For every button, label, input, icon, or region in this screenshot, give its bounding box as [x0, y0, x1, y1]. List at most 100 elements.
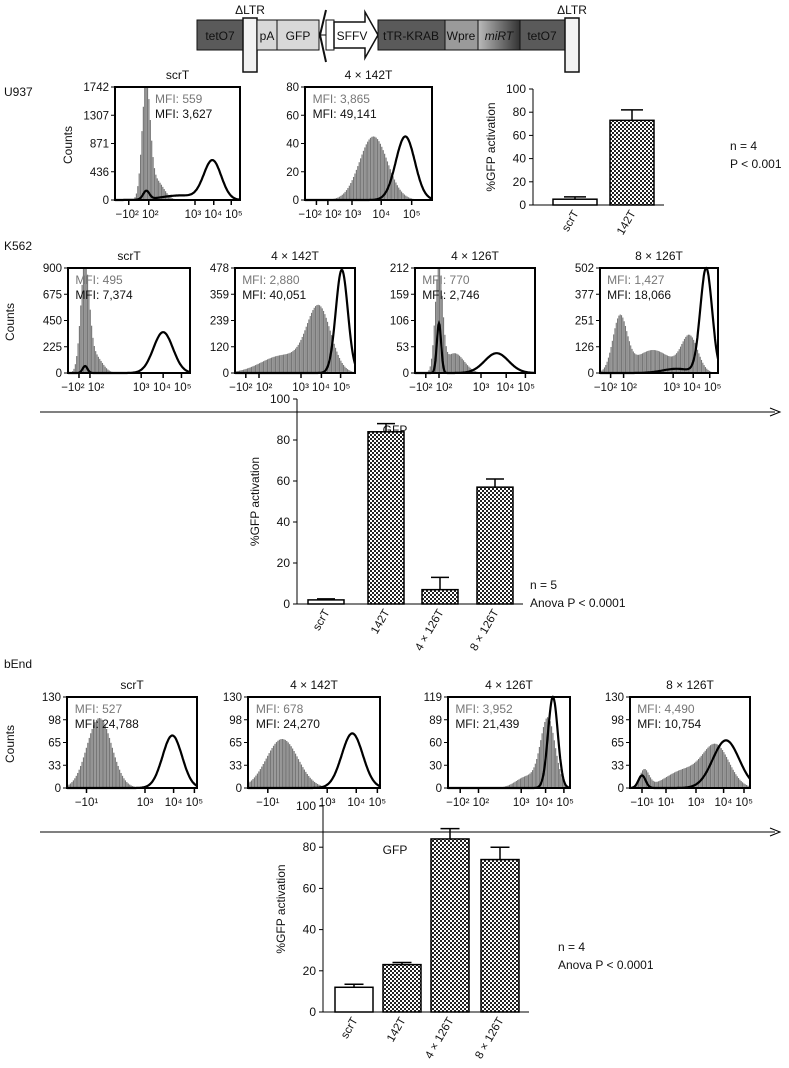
gray-histogram-bar [408, 197, 410, 200]
gray-histogram-bar [306, 774, 308, 788]
y-tick-label: 106 [390, 316, 409, 328]
gray-histogram-bar [272, 745, 275, 788]
x-tick-label: 10⁴ [683, 382, 701, 394]
gray-histogram-bar [674, 772, 676, 788]
y-tick-label: 1742 [83, 82, 109, 94]
vector-construct-diagram: tetO7 ΔLTR pA GFP SFFV tTR-KRAB Wpre miR… [196, 3, 587, 73]
gray-histogram-bar [119, 769, 121, 788]
y-tick-label: 0 [293, 195, 299, 207]
y-tick-label: 20 [513, 175, 527, 189]
gray-histogram-bar [91, 325, 93, 373]
gray-histogram-bar [402, 193, 404, 200]
gray-histogram-bar [651, 350, 653, 373]
y-tick-label: 900 [43, 263, 62, 275]
gray-histogram-bar [315, 783, 317, 788]
y-tick-label: 60 [277, 474, 291, 488]
gray-histogram-bar [667, 776, 669, 788]
x-category-label: 8 × 126T [473, 1016, 506, 1062]
gray-histogram-bar [293, 349, 295, 373]
gray-histogram-bar [245, 368, 247, 373]
gray-histogram-bar [319, 305, 321, 373]
gray-histogram-bar [253, 777, 256, 788]
gray-histogram-bar [668, 775, 670, 788]
GFP-label: GFP [286, 29, 311, 43]
gray-histogram-bar [328, 326, 330, 373]
gray-histogram-bar [692, 763, 694, 788]
gray-histogram-bar [648, 350, 650, 373]
gray-histogram-bar [120, 772, 122, 788]
gray-histogram-bar [84, 752, 86, 788]
gray-histogram-bar [116, 761, 118, 788]
gray-histogram-bar [300, 764, 303, 788]
gray-histogram-bar [468, 366, 470, 373]
gray-histogram-bar [706, 368, 708, 373]
gray-histogram-bar [689, 334, 691, 373]
gray-histogram-bar [283, 739, 285, 788]
row-label-U937: U937 [4, 85, 33, 99]
gray-histogram-bar [683, 768, 685, 788]
gray-histogram-bar [606, 361, 608, 373]
gray-histogram-bar [644, 352, 646, 373]
gray-histogram-bar [428, 370, 430, 373]
gray-histogram-bar [635, 354, 637, 373]
gray-histogram-bar [97, 356, 99, 373]
gray-histogram-bar [628, 341, 630, 373]
gray-histogram-bar [281, 354, 283, 373]
gray-histogram-bar [256, 773, 259, 788]
gray-histogram-bar [104, 725, 106, 788]
gray-histogram-bar [271, 357, 273, 373]
x-tick-label: 10² [620, 382, 637, 394]
gray-histogram-bar [607, 357, 609, 373]
gray-histogram-bar [156, 178, 158, 200]
gray-histogram-bar [170, 197, 172, 200]
gray-histogram-bar [695, 346, 697, 373]
GFP-block [276, 19, 320, 51]
x-category-label: 142T [385, 1016, 409, 1045]
y-tick-label: 0 [618, 783, 624, 795]
gray-histogram-bar [619, 314, 621, 373]
bar-142T [609, 119, 655, 206]
gray-histogram-bar [152, 157, 154, 200]
gray-histogram-bar [668, 356, 670, 373]
gray-histogram-bar [91, 729, 93, 788]
y-tick-label: 33 [611, 760, 624, 772]
gray-histogram-bar [85, 268, 87, 373]
gray-histogram-bar [744, 784, 746, 788]
y-tick-label: 65 [48, 738, 61, 750]
gray-histogram-bar [108, 370, 110, 373]
gray-histogram-bar [340, 195, 342, 200]
histogram-title: scrT [120, 678, 144, 692]
gray-histogram-bar [309, 316, 311, 373]
gray-histogram-bar [303, 769, 305, 788]
gray-histogram-bar [654, 781, 656, 788]
gray-histogram-bar [316, 783, 319, 788]
gray-histogram-bar [108, 737, 111, 788]
stat-annotation: P < 0.001 [730, 157, 782, 171]
y-axis-label: %GFP activation [248, 457, 262, 546]
gray-histogram-bar [529, 773, 531, 788]
gray-histogram-bar [631, 348, 633, 373]
gray-histogram-bar [256, 364, 258, 373]
gray-histogram-bar [523, 776, 526, 788]
gray-histogram-bar [679, 346, 682, 373]
black-histogram-line [415, 320, 535, 375]
gray-histogram-bar [153, 168, 156, 200]
gray-histogram-bar [271, 748, 273, 788]
pA-label: pA [260, 29, 275, 43]
gray-histogram-bar [73, 368, 75, 373]
gray-histogram-bar [81, 284, 83, 373]
gray-histogram-bar [259, 769, 261, 788]
gray-histogram-bar [736, 776, 738, 788]
gray-histogram-bar [113, 752, 115, 788]
y-tick-label: 0 [309, 1005, 316, 1019]
gray-histogram-bar [358, 162, 360, 200]
gray-histogram-bar [509, 784, 511, 788]
x-tick-label: 10³ [137, 797, 154, 809]
y-tick-label: 436 [90, 167, 109, 179]
gray-histogram-bar [513, 782, 515, 788]
y-tick-label: 239 [210, 316, 229, 328]
gray-histogram-bar [291, 352, 293, 373]
histogram-title: 8 × 126T [666, 678, 714, 692]
x-tick-label: 10⁴ [204, 209, 222, 221]
